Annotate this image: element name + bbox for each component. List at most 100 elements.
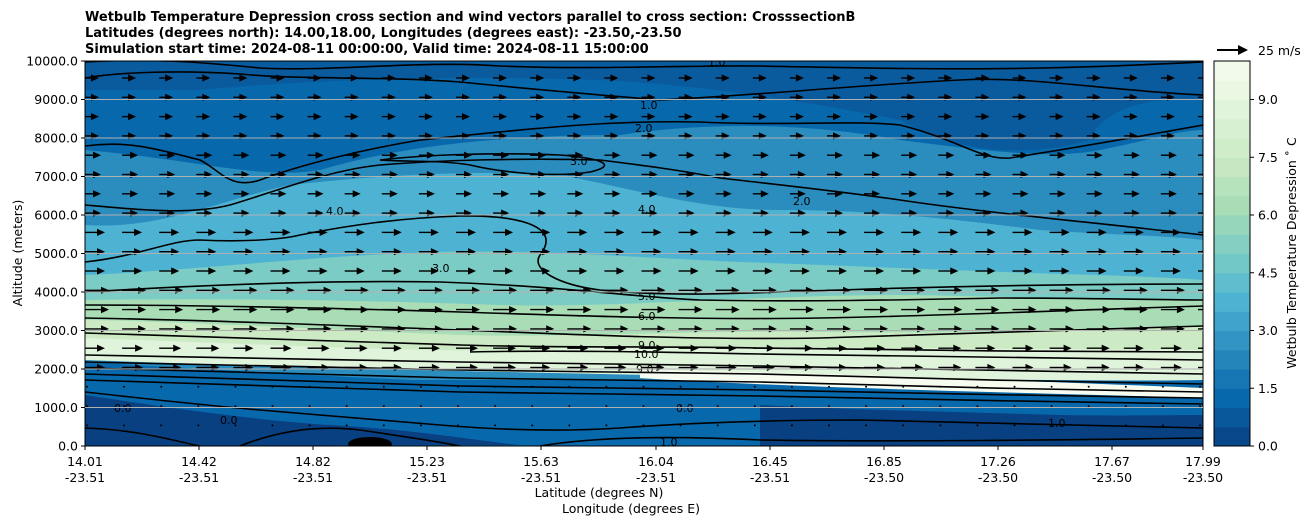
wind-vector <box>270 306 295 314</box>
wind-vector <box>1160 306 1185 314</box>
wind-vector <box>85 74 99 82</box>
x-tick-label-lon: -23.50 <box>1183 470 1223 485</box>
wind-vector <box>1013 405 1016 408</box>
wind-vector <box>1198 231 1203 234</box>
wind-vector <box>938 267 959 275</box>
colorbar-segment <box>1214 176 1250 197</box>
wind-vector <box>901 306 926 314</box>
wind-vector <box>344 267 365 275</box>
wind-vector <box>901 74 916 82</box>
wind-vector <box>641 344 665 352</box>
wind-vector <box>715 306 740 314</box>
wind-vector <box>234 385 237 388</box>
wind-vector <box>975 113 990 121</box>
wind-vector <box>715 74 730 82</box>
wind-vector <box>938 306 963 314</box>
wind-vector <box>344 344 368 352</box>
wind-vector <box>233 344 254 352</box>
wind-vector <box>975 228 996 236</box>
plot-area: 1.0 2.0 4.0 5.0 6.0 9.0 10.0 9.0 0.0 0.0… <box>85 56 1203 449</box>
wind-vector <box>456 113 470 121</box>
wind-vector <box>790 405 793 408</box>
wind-vector <box>1049 113 1064 121</box>
contour-label: 1.0 <box>660 436 678 449</box>
contour-label: 3.0 <box>570 155 588 168</box>
wind-vector <box>160 385 163 388</box>
wind-vector <box>196 306 221 314</box>
wind-vector <box>864 228 885 236</box>
y-axis: 0.0 1000.0 2000.0 3000.0 4000.0 5000.0 6000.0 7… <box>26 54 1203 454</box>
wind-vector <box>976 405 979 408</box>
wind-vector <box>530 306 555 314</box>
wind-vector <box>1161 424 1164 427</box>
wind-vector <box>789 74 804 82</box>
wind-vector <box>901 190 918 198</box>
wind-vector <box>938 190 955 198</box>
wind-vector <box>381 113 396 121</box>
wind-vector <box>1124 424 1127 427</box>
wind-vector <box>233 228 254 236</box>
colorbar-tick-label: 1.5 <box>1258 381 1278 396</box>
x-tick-label-lon: -23.51 <box>65 470 105 485</box>
wind-vector <box>1012 190 1029 198</box>
contour-line <box>85 367 1203 393</box>
wind-vector <box>827 267 847 275</box>
quiver-key: 25 m/s <box>1217 43 1301 58</box>
wind-vector <box>604 267 625 275</box>
wind-vector <box>233 267 254 275</box>
colorbar-segment <box>1214 234 1250 254</box>
wind-vector <box>1160 228 1181 236</box>
wind-vector <box>418 306 443 314</box>
colorbar-segment <box>1214 138 1250 158</box>
wind-vector <box>1049 228 1070 236</box>
contour-label: 0.0 <box>114 402 132 415</box>
wind-vector <box>1123 228 1144 236</box>
contour-band-bottom-dark-2 <box>760 405 1203 446</box>
wind-vector <box>568 405 571 408</box>
contour-label: 1.0 <box>708 56 726 69</box>
wind-vector <box>752 306 777 314</box>
wind-vector <box>752 74 767 82</box>
wind-vector <box>345 385 348 388</box>
x-tick-label-lon: -23.50 <box>864 470 904 485</box>
contour-line <box>85 427 201 446</box>
contour-band-low-upper <box>85 61 1203 151</box>
wind-vector <box>493 74 508 82</box>
wind-vector <box>86 385 88 388</box>
wind-vector <box>1086 228 1107 236</box>
wind-vector <box>1086 113 1101 121</box>
wind-vector <box>1198 115 1203 118</box>
wind-vector <box>827 151 843 159</box>
wind-vector <box>418 74 433 82</box>
x-tick-label-lon: -23.51 <box>750 470 790 485</box>
wind-vector <box>976 385 979 388</box>
wind-vector <box>456 228 476 236</box>
y-tick-label: 9000.0 <box>34 92 78 107</box>
y-axis-label: Altitude (meters) <box>10 200 25 307</box>
wind-vector <box>902 424 905 427</box>
wind-vector <box>381 267 402 275</box>
wind-vector <box>1160 113 1175 121</box>
wind-vector <box>381 190 398 198</box>
x-tick-label-lon: -23.51 <box>636 470 676 485</box>
wind-vector <box>678 228 699 236</box>
wind-vector <box>456 74 470 82</box>
wind-vector <box>679 424 682 427</box>
wind-vector <box>382 385 385 388</box>
colorbar-tick-label: 6.0 <box>1258 208 1278 223</box>
wind-vector <box>1199 405 1201 408</box>
wind-vector <box>196 74 211 82</box>
wind-vector <box>122 190 139 198</box>
wind-vector <box>1123 113 1138 121</box>
title-line-2: Latitudes (degrees north): 14.00,18.00, … <box>85 26 682 41</box>
wind-vector <box>418 344 440 352</box>
wind-vector <box>715 344 737 352</box>
colorbar-segment <box>1214 292 1250 312</box>
wind-vector <box>865 385 868 388</box>
y-tick-label: 4000.0 <box>34 285 78 300</box>
wind-vector <box>85 306 109 314</box>
wind-vector <box>345 405 348 408</box>
title-line-3: Simulation start time: 2024-08-11 00:00:… <box>85 42 649 57</box>
colorbar-segment <box>1214 118 1250 139</box>
colorbar-segment <box>1214 311 1250 331</box>
